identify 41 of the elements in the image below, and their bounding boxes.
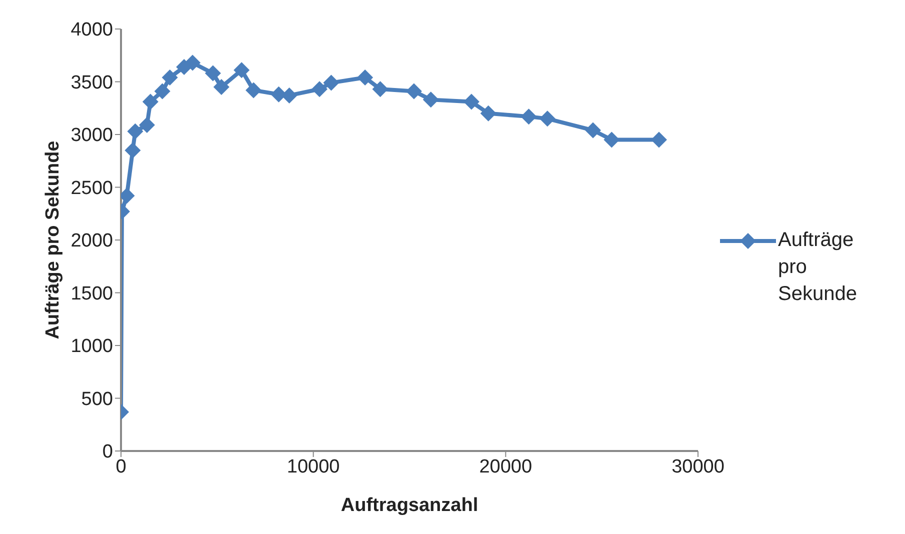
point [162,70,178,86]
point [127,123,144,140]
point [406,83,422,100]
y-tick-label: 1000 [70,336,113,358]
point [463,94,480,110]
point [539,110,556,127]
point [323,74,340,91]
point [184,54,201,71]
point [204,65,221,82]
point [480,105,496,122]
y-tick-label: 3500 [70,72,113,94]
y-tick-label: 4000 [70,20,113,41]
y-tick-label: 1500 [70,283,113,304]
point [650,132,667,148]
point [520,108,537,125]
y-tick-label: 3000 [70,125,113,146]
point [234,62,250,78]
x-tick-label: 30000 [672,456,724,478]
x-tick-label: 0 [116,456,126,478]
point [604,132,620,148]
point [246,82,262,98]
point [138,117,155,134]
y-tick-label: 2000 [70,230,113,252]
x-tick-label: 10000 [286,456,340,478]
y-tick-label: 0 [102,442,113,463]
y-tick-label: 500 [81,388,113,410]
x-tick-label: 20000 [479,456,532,478]
point [142,94,158,110]
point [357,70,374,86]
point [422,92,439,108]
legend-label: Aufträge pro Sekunde [778,228,858,306]
point [372,81,388,98]
x-axis-title: Auftragsanzahl [340,495,478,516]
point [213,79,230,96]
y-tick-label: 2500 [70,178,113,199]
point [154,83,170,100]
point [311,81,328,98]
y-axis-title: Aufträge pro Sekunde [42,140,64,340]
point [584,122,601,138]
point [124,142,141,158]
point [281,87,298,104]
